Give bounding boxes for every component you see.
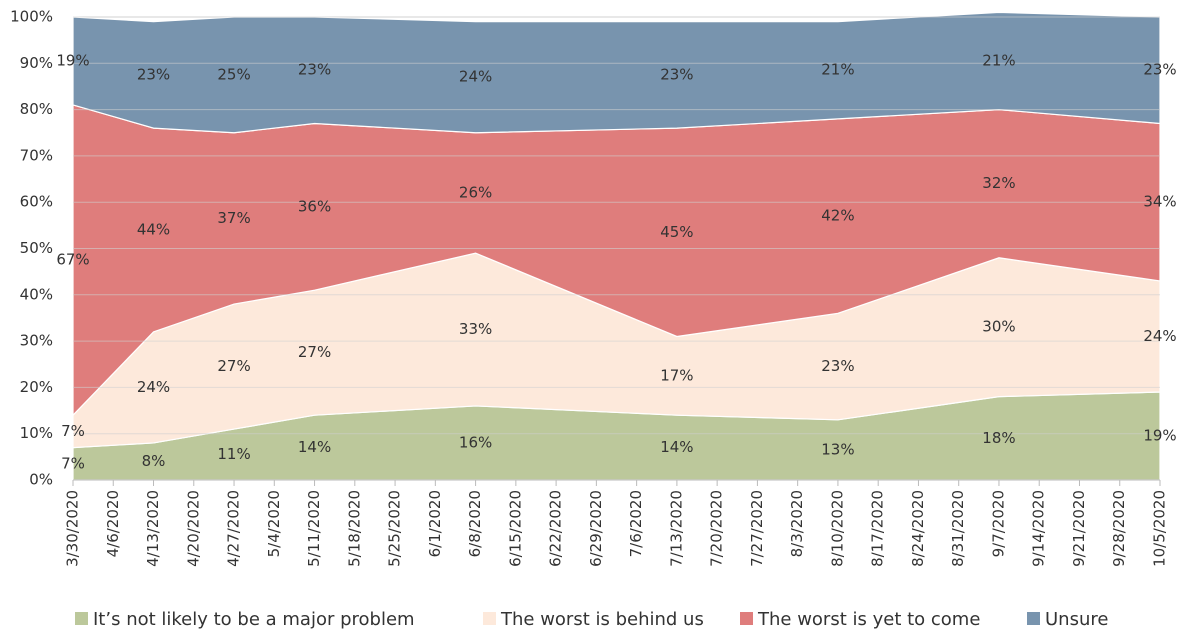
x-tick-label: 8/31/2020 [949,490,967,567]
data-label: 34% [1143,193,1176,211]
x-tick-label: 4/13/2020 [144,490,162,567]
x-tick-label: 7/13/2020 [667,490,685,567]
legend-swatch [75,612,88,625]
y-tick-label: 20% [20,378,53,396]
x-tick-label: 8/3/2020 [788,490,806,557]
legend-label: It’s not likely to be a major problem [93,609,415,630]
data-label: 23% [1143,61,1176,79]
legend-label: The worst is yet to come [757,609,980,630]
y-tick-label: 40% [20,285,53,303]
data-label: 7% [61,422,85,440]
x-tick-label: 4/27/2020 [225,490,243,567]
data-label: 37% [217,209,250,227]
x-tick-label: 6/29/2020 [587,490,605,567]
x-tick-label: 4/20/2020 [184,490,202,567]
legend-swatch [740,612,753,625]
data-label: 23% [660,65,693,83]
legend-swatch [1027,612,1040,625]
data-label: 23% [137,65,170,83]
data-label: 30% [982,318,1015,336]
data-label: 25% [217,65,250,83]
data-label: 21% [982,51,1015,69]
y-tick-label: 30% [20,332,53,350]
legend-swatch [483,612,496,625]
data-label: 24% [1143,327,1176,345]
y-tick-label: 0% [29,471,53,489]
data-label: 24% [459,68,492,86]
data-label: 14% [660,438,693,456]
x-tick-label: 9/21/2020 [1070,490,1088,567]
data-label: 32% [982,174,1015,192]
x-tick-label: 5/4/2020 [265,490,283,557]
data-label: 44% [137,220,170,238]
data-label: 14% [298,438,331,456]
legend-label: The worst is behind us [500,609,704,630]
data-label: 7% [61,454,85,472]
data-label: 24% [137,378,170,396]
x-tick-label: 6/15/2020 [506,490,524,567]
x-tick-label: 10/5/2020 [1151,490,1169,567]
x-tick-label: 5/11/2020 [305,490,323,567]
data-label: 17% [660,366,693,384]
data-label: 21% [821,61,854,79]
x-tick-label: 6/22/2020 [547,490,565,567]
x-tick-label: 8/24/2020 [909,490,927,567]
x-tick-label: 9/14/2020 [1030,490,1048,567]
x-tick-label: 5/25/2020 [386,490,404,567]
x-tick-label: 5/18/2020 [345,490,363,567]
x-tick-label: 9/28/2020 [1110,490,1128,567]
data-label: 23% [298,61,331,79]
data-label: 19% [56,51,89,69]
y-tick-label: 80% [20,100,53,118]
x-tick-label: 6/1/2020 [426,490,444,557]
y-tick-label: 50% [20,239,53,257]
x-tick-label: 6/8/2020 [466,490,484,557]
x-tick-label: 9/7/2020 [989,490,1007,557]
x-tick-label: 7/20/2020 [708,490,726,567]
data-label: 23% [821,357,854,375]
x-tick-label: 3/30/2020 [64,490,82,567]
data-label: 18% [982,429,1015,447]
x-tick-label: 4/6/2020 [104,490,122,557]
data-label: 13% [821,440,854,458]
y-tick-label: 10% [20,424,53,442]
x-tick-label: 8/10/2020 [828,490,846,567]
data-label: 27% [217,357,250,375]
x-tick-label: 8/17/2020 [869,490,887,567]
data-label: 19% [1143,427,1176,445]
legend-label: Unsure [1045,609,1108,630]
data-label: 8% [142,452,166,470]
x-tick-label: 7/27/2020 [748,490,766,567]
data-label: 27% [298,343,331,361]
data-label: 11% [217,445,250,463]
data-label: 33% [459,320,492,338]
y-tick-label: 70% [20,146,53,164]
data-label: 42% [821,207,854,225]
y-tick-label: 90% [20,54,53,72]
x-tick-label: 7/6/2020 [627,490,645,557]
data-label: 36% [298,197,331,215]
data-label: 16% [459,433,492,451]
data-label: 45% [660,223,693,241]
data-label: 67% [56,251,89,269]
y-tick-label: 60% [20,193,53,211]
data-label: 26% [459,183,492,201]
y-tick-label: 100% [10,8,53,26]
